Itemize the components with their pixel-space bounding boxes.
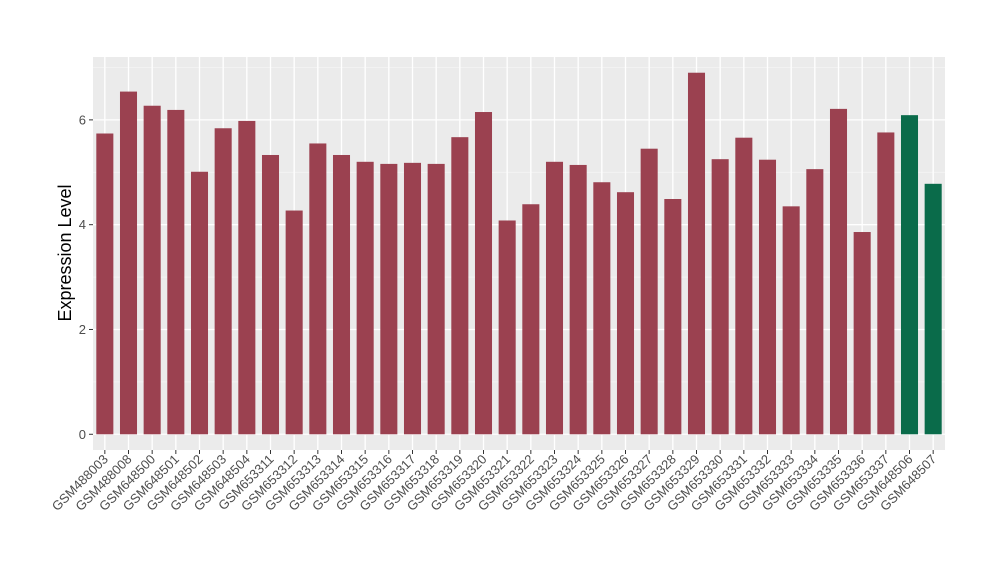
x-axis: GSM488003GSM488008GSM648500GSM648501GSM6…: [49, 450, 939, 514]
bar-gsm653316: [380, 163, 398, 435]
plot-panel: [93, 57, 945, 450]
bar-gsm648506: [900, 115, 919, 435]
bar-gsm653314: [332, 154, 351, 435]
y-axis: 0 2 4 6: [79, 112, 93, 442]
bar-gsm653326: [616, 192, 635, 435]
bar-gsm653330: [711, 159, 729, 435]
bar-gsm653320: [474, 112, 493, 435]
bars: [96, 72, 942, 435]
bar-gsm653322: [522, 204, 540, 435]
bar-gsm653312: [285, 210, 303, 435]
bar-gsm648501: [167, 109, 185, 435]
y-axis-title: Expression Level: [55, 184, 75, 321]
bar-gsm648503: [214, 128, 232, 435]
bar-gsm653311: [261, 154, 280, 435]
bar-gsm488003: [96, 133, 114, 435]
bar-gsm653313: [309, 143, 327, 435]
bar-gsm653329: [687, 72, 706, 435]
bar-gsm653318: [427, 163, 445, 435]
bar-gsm653334: [806, 169, 824, 435]
bar-gsm648502: [190, 171, 209, 435]
y-tick-label: 4: [79, 217, 86, 232]
bar-gsm653323: [545, 161, 564, 435]
bar-gsm653336: [853, 232, 871, 435]
bar-gsm488008: [119, 91, 138, 435]
y-tick-label: 2: [79, 322, 86, 337]
bar-gsm653315: [356, 161, 374, 435]
bar-gsm653335: [829, 108, 848, 435]
bar-gsm653332: [758, 159, 777, 435]
bar-gsm648500: [143, 105, 161, 435]
y-tick-label: 0: [79, 427, 86, 442]
bar-gsm648507: [924, 183, 942, 435]
bar-gsm653317: [403, 162, 422, 435]
bar-gsm653331: [735, 137, 753, 435]
bar-gsm653319: [451, 137, 469, 435]
bar-gsm653325: [593, 182, 611, 435]
bar-gsm653333: [782, 206, 800, 435]
bar-gsm653327: [640, 148, 658, 435]
bar-gsm648504: [238, 120, 256, 435]
bar-gsm653328: [664, 199, 682, 435]
bar-gsm653324: [569, 164, 587, 435]
bar-gsm653321: [498, 220, 516, 435]
bar-gsm653337: [877, 132, 895, 435]
y-tick-label: 6: [79, 112, 86, 127]
